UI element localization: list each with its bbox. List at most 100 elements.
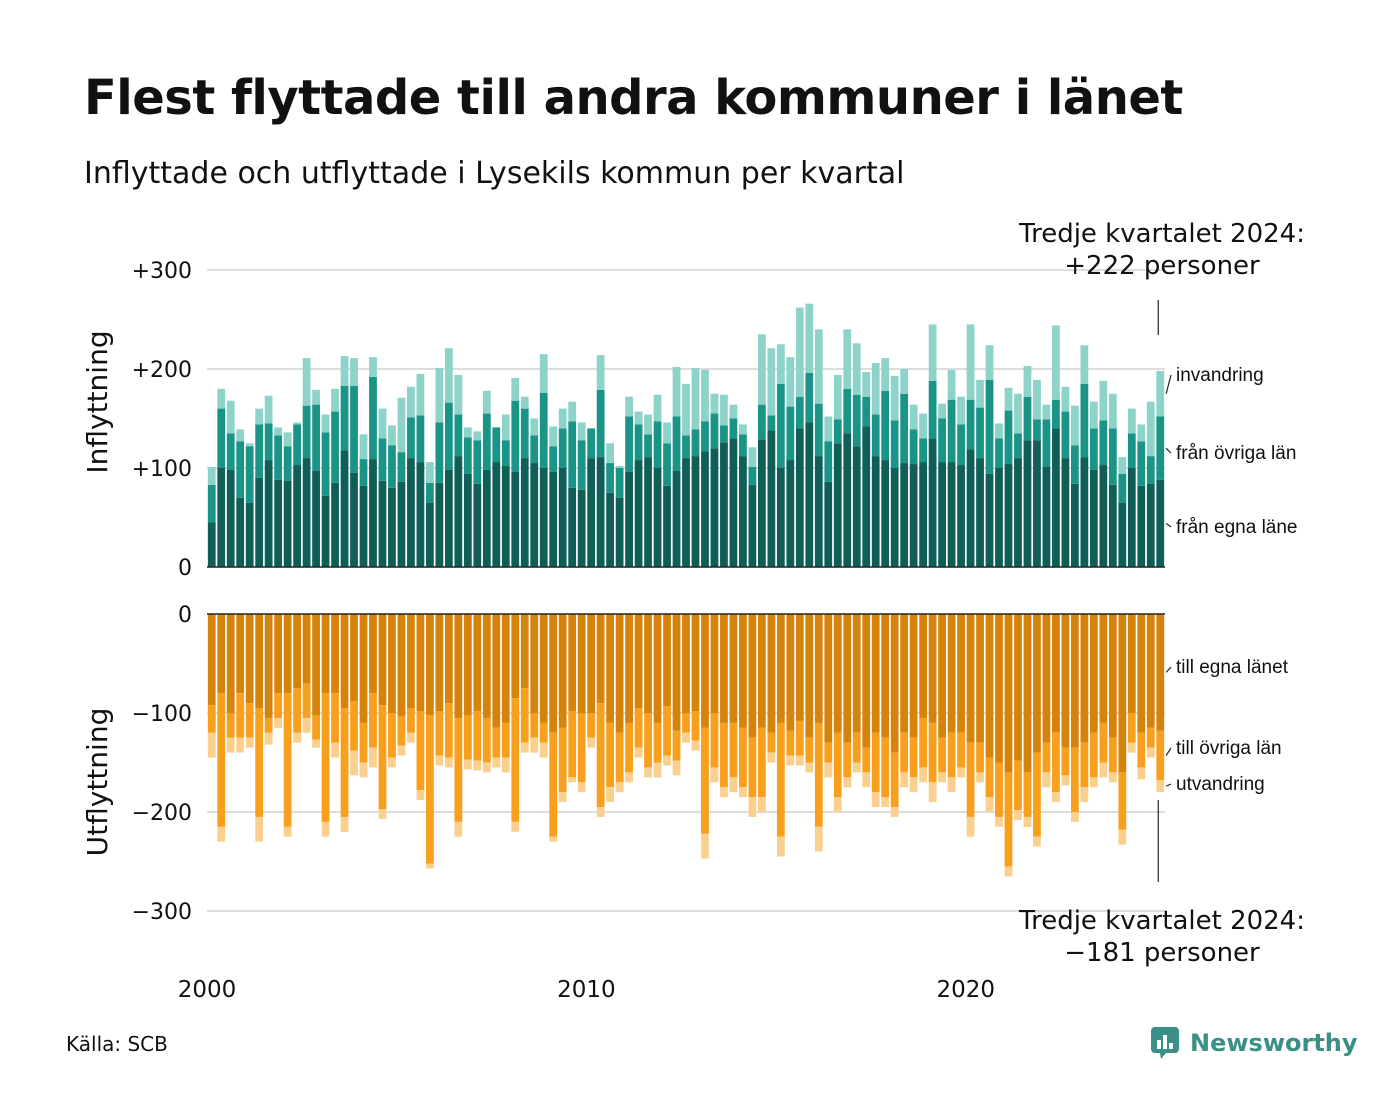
utflyttning-bar — [426, 863, 434, 869]
inflyttning-bar — [881, 358, 890, 391]
utflyttning-bar — [577, 614, 586, 713]
utflyttning-bar — [388, 757, 396, 768]
utflyttning-bar — [492, 727, 501, 758]
inflyttning-bar — [283, 432, 292, 447]
utflyttning-bar — [909, 777, 918, 793]
inflyttning-bar — [388, 487, 396, 567]
inflyttning-bar — [1156, 370, 1165, 417]
utflyttning-bar — [966, 742, 975, 817]
inflyttning-bar — [805, 422, 814, 567]
utflyttning-bar — [350, 614, 358, 702]
utflyttning-bar — [814, 826, 823, 852]
utflyttning-bar — [407, 708, 415, 733]
utflyttning-bar — [539, 742, 548, 758]
axis-layer: 0 +100 +200 +300 0 −100 −200 −300 2000 2010 2020 In… — [81, 259, 1165, 1003]
utflyttning-bar — [255, 816, 264, 842]
inflyttning-bar — [663, 422, 671, 444]
utflyttning-bar — [843, 614, 852, 743]
inflyttning-bar — [682, 458, 690, 567]
inflyttning-bar — [596, 355, 605, 390]
inflyttning-bar — [606, 463, 615, 493]
inflyttning-bar — [217, 468, 226, 567]
inflyttning-bar — [957, 465, 965, 567]
inflyttning-bar — [928, 380, 937, 439]
series-leader — [1165, 374, 1172, 394]
utflyttning-bar — [928, 722, 937, 783]
utflyttning-bar — [454, 614, 463, 718]
inflyttning-bar — [397, 481, 406, 567]
inflyttning-bar — [653, 421, 662, 468]
utflyttning-bar — [805, 614, 814, 738]
inflyttning-bar — [862, 371, 871, 397]
inflyttning-bar — [501, 466, 510, 567]
utflyttning-bar — [511, 614, 520, 699]
annotation-bottom-line2: −181 personer — [1064, 938, 1260, 968]
utflyttning-bar — [274, 693, 283, 718]
inflyttning-bar — [1071, 445, 1079, 484]
inflyttning-bar — [1089, 469, 1098, 567]
inflyttning-bar — [245, 446, 254, 503]
inflyttning-bar — [558, 408, 567, 429]
inflyttning-bar — [871, 456, 880, 567]
utflyttning-bar — [919, 614, 928, 718]
inflyttning-bar — [710, 393, 719, 414]
series-leader — [1165, 783, 1172, 787]
utflyttning-bar — [776, 722, 785, 837]
inflyttning-bar — [1052, 428, 1060, 567]
series-label: till övriga län — [1176, 738, 1282, 759]
utflyttning-bar — [843, 777, 852, 788]
newsworthy-logo-text: Newsworthy — [1190, 1029, 1358, 1057]
utflyttning-bar — [283, 693, 292, 827]
utflyttning-bar — [748, 797, 757, 817]
utflyttning-bar — [587, 713, 596, 738]
utflyttning-bar — [596, 807, 605, 817]
utflyttning-bar — [691, 711, 700, 741]
utflyttning-bar — [454, 717, 463, 822]
inflyttning-bar — [1023, 396, 1032, 441]
utflyttning-bar — [520, 688, 529, 743]
inflyttning-bar — [710, 413, 719, 449]
inflyttning-bar — [1061, 458, 1070, 567]
inflyttning-bar — [691, 368, 700, 430]
inflyttning-bar — [530, 435, 539, 464]
inflyttning-bar — [985, 473, 994, 567]
inflyttning-bar — [757, 404, 766, 440]
utflyttning-bar — [833, 797, 842, 812]
chart-title: Flest flyttade till andra kommuner i län… — [84, 70, 1183, 126]
utflyttning-bar — [293, 688, 301, 733]
inflyttning-bar — [444, 348, 453, 403]
inflyttning-bar — [1156, 416, 1165, 480]
inflyttning-bar — [530, 463, 539, 567]
ytick-label-bottom: 0 — [178, 603, 192, 628]
utflyttning-bar — [786, 614, 795, 731]
inflyttning-bar — [207, 484, 216, 523]
utflyttning-bar — [1023, 816, 1032, 827]
inflyttning-bar — [416, 415, 425, 463]
ytick-label-bottom: −200 — [132, 801, 192, 826]
inflyttning-bar — [786, 357, 795, 407]
ytick-label-top: +300 — [132, 259, 192, 284]
utflyttning-bar — [852, 732, 861, 763]
inflyttning-bar — [454, 414, 463, 457]
utflyttning-bar — [615, 614, 624, 733]
utflyttning-bar — [378, 705, 387, 810]
inflyttning-bar — [426, 462, 434, 483]
utflyttning-bar — [985, 757, 994, 798]
inflyttning-bar — [331, 482, 339, 567]
inflyttning-bar — [1023, 440, 1032, 567]
inflyttning-bar — [378, 408, 387, 439]
utflyttning-bar — [568, 614, 577, 712]
utflyttning-bar — [625, 772, 633, 783]
inflyttning-bar — [312, 389, 320, 405]
inflyttning-bar — [473, 431, 482, 441]
newsworthy-logo[interactable]: Newsworthy — [1150, 1026, 1358, 1060]
inflyttning-bar — [302, 458, 311, 567]
xtick-label: 2000 — [178, 977, 237, 1003]
utflyttning-bar — [995, 614, 1003, 763]
utflyttning-bar — [302, 717, 311, 733]
utflyttning-bar — [634, 747, 643, 758]
inflyttning-bar — [625, 471, 633, 567]
utflyttning-bar — [264, 614, 273, 718]
utflyttning-bar — [890, 752, 899, 808]
inflyttning-bar — [1089, 428, 1098, 470]
